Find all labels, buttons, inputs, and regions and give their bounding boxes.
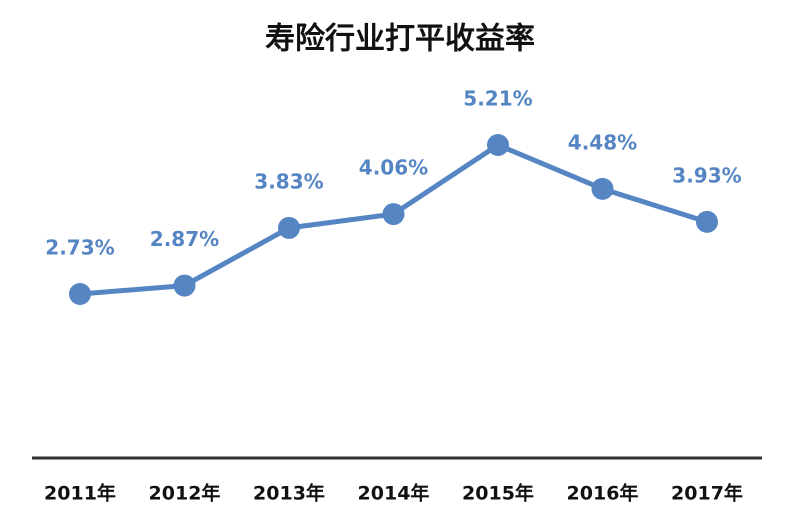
x-tick-label: 2017年: [671, 482, 743, 505]
data-point: [173, 274, 196, 297]
x-tick-label: 2016年: [567, 482, 639, 505]
x-tick-label: 2011年: [44, 482, 116, 505]
data-point: [696, 210, 718, 233]
value-label: 3.93%: [672, 163, 741, 187]
value-label: 2.87%: [150, 227, 219, 251]
value-label: 2.73%: [45, 235, 114, 259]
value-label: 4.06%: [359, 156, 428, 180]
data-point: [591, 177, 614, 200]
x-tick-label: 2015年: [462, 482, 534, 505]
data-point: [487, 134, 509, 156]
x-tick-label: 2014年: [358, 482, 430, 505]
value-label: 4.48%: [568, 130, 637, 154]
data-point: [69, 282, 91, 305]
data-point: [278, 216, 300, 239]
x-tick-label: 2013年: [253, 482, 325, 505]
value-label: 3.83%: [254, 169, 323, 193]
data-point: [382, 203, 405, 226]
x-tick-label: 2012年: [149, 482, 221, 505]
chart-title: 寿险行业打平收益率: [265, 22, 535, 57]
value-label: 5.21%: [463, 87, 532, 111]
